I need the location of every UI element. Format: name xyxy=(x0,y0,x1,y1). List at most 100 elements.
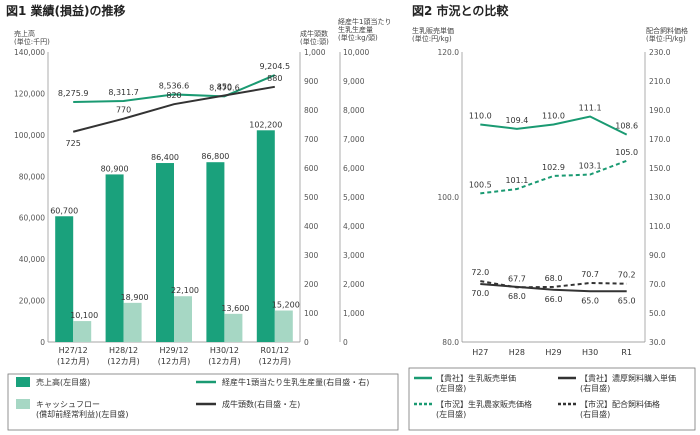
chart1-right-tick: 4,000 xyxy=(343,222,365,231)
chart1-bar-label: 80,900 xyxy=(101,164,129,173)
chart1-right-tick: 7,000 xyxy=(343,135,365,144)
chart1-legend-label: (償却前経常利益)(左目盛) xyxy=(36,409,128,419)
chart1-mid-tick: 300 xyxy=(304,251,319,260)
chart1-line-label: 725 xyxy=(66,139,81,148)
chart1-left-tick: 120,000 xyxy=(14,89,45,98)
chart2-legend-frame xyxy=(408,367,696,431)
chart2-legend-label: (左目盛) xyxy=(436,409,466,419)
chart1-mid-tick: 500 xyxy=(304,193,319,202)
chart2-legend-label: 【貴社】生乳販売単価 xyxy=(436,373,516,383)
chart1-left-tick: 100,000 xyxy=(14,131,45,140)
chart1-line-label: 850 xyxy=(217,83,232,92)
chart2-left-tick: 100.0 xyxy=(438,193,460,202)
chart1-right-tick: 3,000 xyxy=(343,251,365,260)
chart1-mid-tick: 100 xyxy=(304,309,319,318)
chart1-left-axis-label: 売上高 xyxy=(14,29,35,38)
chart2-right-tick: 150.0 xyxy=(649,164,671,173)
chart1-right-axis-label: 経産牛1頭当たり xyxy=(338,17,391,26)
chart1-category-sublabel: (12カ月) xyxy=(208,357,240,366)
chart1-mid-tick: 0 xyxy=(304,338,309,347)
chart1-right-tick: 8,000 xyxy=(343,106,365,115)
chart1-mid-axis-label: (単位:頭) xyxy=(300,37,329,46)
chart2-series-line xyxy=(480,280,627,289)
chart2-right-tick: 130.0 xyxy=(649,193,671,202)
chart2-legend-label: (左目盛) xyxy=(436,383,466,393)
chart1-bar-label: 60,700 xyxy=(50,206,78,215)
chart2-line-label: 66.0 xyxy=(545,295,563,304)
chart2-right-tick: 170.0 xyxy=(649,135,671,144)
chart2-title: 図2 市況との比較 xyxy=(412,3,509,18)
chart2-left-tick: 120.0 xyxy=(438,48,460,57)
chart2-category-label: H30 xyxy=(582,348,598,357)
chart1-line-label: 880 xyxy=(267,74,282,83)
chart2-left-tick: 80.0 xyxy=(442,338,459,347)
chart1-line-label: 8,275.9 xyxy=(58,89,89,98)
chart2-line-label: 110.0 xyxy=(469,112,492,121)
chart1-bar-label: 15,200 xyxy=(272,301,300,310)
chart1-bar-label: 18,900 xyxy=(121,293,149,302)
chart2-line-label: 70.0 xyxy=(471,289,489,298)
chart2-series-line xyxy=(480,159,628,195)
chart2-right-tick: 30.0 xyxy=(649,338,666,347)
chart1-bar xyxy=(206,162,225,342)
chart2-category-label: H29 xyxy=(545,348,561,357)
chart1-bar xyxy=(105,174,124,342)
chart1-bar xyxy=(274,310,293,342)
chart1-mid-tick: 400 xyxy=(304,222,319,231)
chart1-legend-label: 成牛頭数(右目盛・左) xyxy=(222,399,300,409)
chart1-right-tick: 6,000 xyxy=(343,164,365,173)
chart2-legend: 【貴社】生乳販売単価(左目盛)【貴社】濃厚飼料購入単価(右目盛)【市況】生乳農家… xyxy=(408,367,696,431)
chart1-mid-tick: 600 xyxy=(304,164,319,173)
chart1-right-tick: 2,000 xyxy=(343,280,365,289)
chart1-title: 図1 業績(損益)の推移 xyxy=(6,3,126,18)
chart2-right-tick: 230.0 xyxy=(649,48,671,57)
chart1-bar xyxy=(123,302,142,342)
chart1-category-label: H30/12 xyxy=(210,346,239,355)
chart1-bar xyxy=(55,216,74,342)
chart1-right-axis-label: (単位:kg/頭) xyxy=(338,33,378,42)
chart1-left-tick: 40,000 xyxy=(19,255,45,264)
chart2-right-tick: 90.0 xyxy=(649,251,666,260)
chart1-legend-frame xyxy=(7,373,399,431)
chart1-legend-label: 売上高(左目盛) xyxy=(36,377,90,387)
chart1-series-line xyxy=(72,85,275,133)
chart1-bar-label: 22,100 xyxy=(171,286,199,295)
chart1-left-tick: 0 xyxy=(40,338,45,347)
chart1-category-sublabel: (12カ月) xyxy=(259,357,291,366)
chart1-bar xyxy=(224,313,243,342)
chart1-category-label: H27/12 xyxy=(59,346,88,355)
chart2-legend-label: 【市況】生乳農家販売価格 xyxy=(436,399,532,409)
chart1-bar-label: 86,800 xyxy=(201,152,229,161)
chart1-left-axis-label: (単位:千円) xyxy=(14,37,50,46)
chart2-line-label: 68.0 xyxy=(545,274,563,283)
chart2-line-label: 101.1 xyxy=(505,176,528,185)
chart1-legend-swatch xyxy=(16,377,30,387)
chart2-line-label: 65.0 xyxy=(581,296,599,305)
chart2-category-label: H28 xyxy=(509,348,525,357)
chart1-right-axis-label: 生乳生産量 xyxy=(338,25,373,34)
chart1-line-label: 8,470.6 xyxy=(209,83,240,92)
chart1-category-sublabel: (12カ月) xyxy=(57,357,89,366)
chart2-legend-label: 【貴社】濃厚飼料購入単価 xyxy=(580,373,676,383)
chart1-mid-tick: 1,000 xyxy=(304,48,326,57)
chart1-right-tick: 10,000 xyxy=(343,48,369,57)
chart1-category-label: R01/12 xyxy=(260,346,289,355)
chart2-legend-label: (右目盛) xyxy=(580,409,610,419)
chart1-line-label: 8,311.7 xyxy=(108,88,139,97)
chart1-bar xyxy=(256,130,275,342)
chart1-category-sublabel: (12カ月) xyxy=(107,357,139,366)
chart2-line-label: 111.1 xyxy=(579,104,602,113)
chart1-mid-tick: 200 xyxy=(304,280,319,289)
chart1-bar xyxy=(73,321,92,342)
chart1-bar xyxy=(156,163,174,342)
chart1-bar-label: 102,200 xyxy=(249,120,282,129)
chart2-legend-label: (右目盛) xyxy=(580,383,610,393)
chart1-plot: 0 20,000 40,000 60,000 80,000 100,000 120,000 1… xyxy=(14,17,391,366)
chart2-line-label: 100.5 xyxy=(469,180,492,189)
chart1-line-label: 8,536.6 xyxy=(159,81,190,90)
chart1-mid-tick: 900 xyxy=(304,77,319,86)
chart1-right-tick: 1,000 xyxy=(343,309,365,318)
chart1-left-tick: 80,000 xyxy=(19,172,45,181)
chart1-series-line xyxy=(73,74,276,103)
